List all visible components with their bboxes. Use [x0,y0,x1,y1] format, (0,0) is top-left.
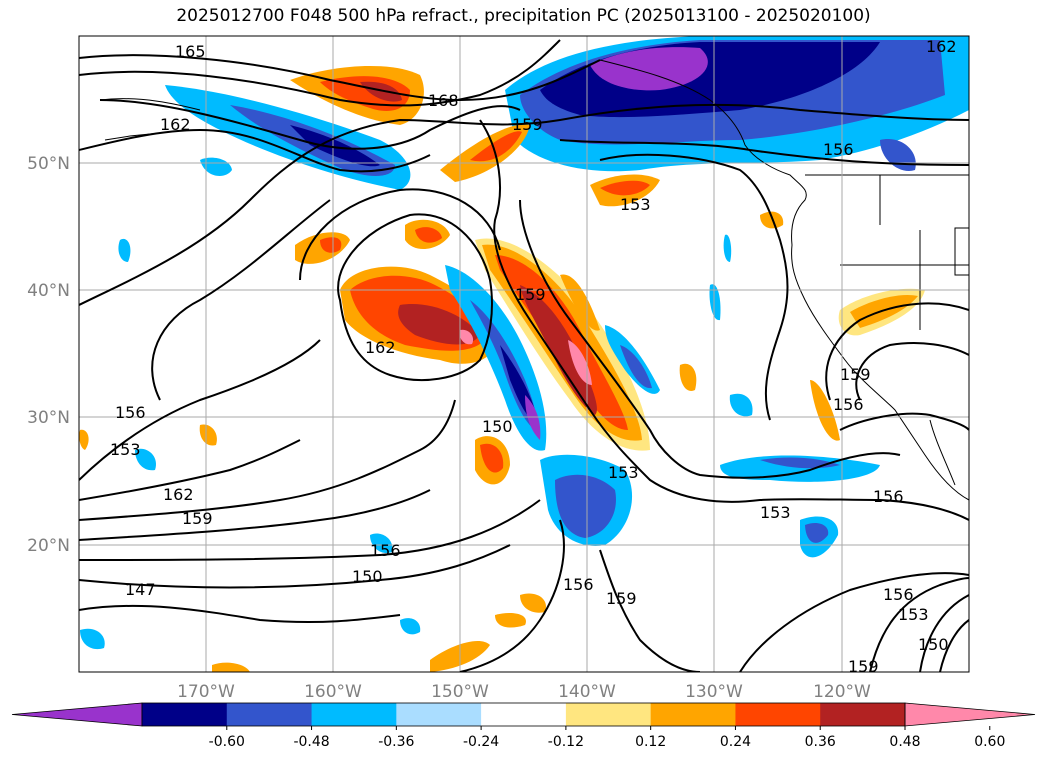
colorbar-tick-label: -0.12 [548,734,584,750]
map-border [78,35,970,673]
colorbar-tick-label: -0.24 [463,734,499,750]
colorbar-segment [565,703,652,726]
colorbar-segment [481,703,567,726]
contour-label: 153 [110,440,141,459]
lon-label: 140°W [558,682,616,702]
contour-label: 156 [563,575,594,594]
contour-label: 150 [352,567,383,586]
colorbar-tick-label: -0.36 [378,734,414,750]
contour-label: 156 [370,541,401,560]
colorbar-tick-label: 0.36 [805,734,836,750]
contour-label: 159 [848,657,879,676]
map-title: 2025012700 F048 500 hPa refract., precip… [176,6,871,26]
lon-label: 130°W [685,682,743,702]
contour-label: 159 [840,365,871,384]
contour-label: 168 [428,91,459,110]
contour-label: 156 [115,403,146,422]
contour-label: 162 [365,338,396,357]
contour-label: 153 [898,605,929,624]
lat-label: 20°N [27,536,70,556]
latitude-labels: 50°N 40°N 30°N 20°N [27,154,70,556]
contour-label: 162 [163,485,194,504]
lat-label: 40°N [27,281,70,301]
colorbar-segment [820,703,906,726]
colorbar-extension-max [904,702,1036,727]
lon-label: 120°W [813,682,871,702]
colorbar-tick-label: -0.60 [209,734,245,750]
graticule [79,36,969,672]
contour-label: 150 [482,417,513,436]
contour-label: 150 [918,635,949,654]
contour-label: 159 [606,589,637,608]
contour-label: 159 [182,509,213,528]
contour-label: 162 [926,37,957,56]
contour-label: 153 [608,463,639,482]
contour-label: 159 [512,115,543,134]
lat-label: 30°N [27,408,70,428]
colorbar-segment [311,703,397,726]
contour-label: 159 [515,285,546,304]
colorbar-extension-min [11,702,143,727]
contour-label: 147 [125,580,156,599]
contour-label: 156 [873,487,904,506]
contour-label: 165 [175,42,206,61]
contour-lines [79,39,969,672]
coastlines [99,59,969,501]
contour-labels: 165 162 168 159 156 153 162 159 156 153 … [110,37,957,676]
colorbar-outline [141,702,906,727]
colorbar-segment [226,703,313,726]
colorbar-tick-label: 0.48 [889,734,920,750]
contour-label: 156 [883,585,914,604]
colorbar-tick-label: 0.24 [720,734,751,750]
colorbar-segment [735,703,821,726]
lon-label: 160°W [304,682,362,702]
longitude-labels: 170°W 160°W 150°W 140°W 130°W 120°W [177,682,871,702]
contour-label: 153 [620,195,651,214]
colorbar-tick-label: -0.48 [293,734,329,750]
contour-label: 153 [760,503,791,522]
lat-label: 50°N [27,154,70,174]
contour-label: 162 [160,115,191,134]
colorbar-tick-label: 0.12 [635,734,666,750]
colorbar: -0.60 -0.48 -0.36 -0.24 -0.12 0.12 0.24 0.36 0.4… [11,702,1036,750]
colorbar-segment [396,703,482,726]
lon-label: 150°W [431,682,489,702]
colorbar-segment [650,703,736,726]
colorbar-tick-label: 0.60 [974,734,1005,750]
contour-label: 156 [833,395,864,414]
lon-label: 170°W [177,682,235,702]
colorbar-segment [142,703,228,726]
contour-label: 156 [823,140,854,159]
